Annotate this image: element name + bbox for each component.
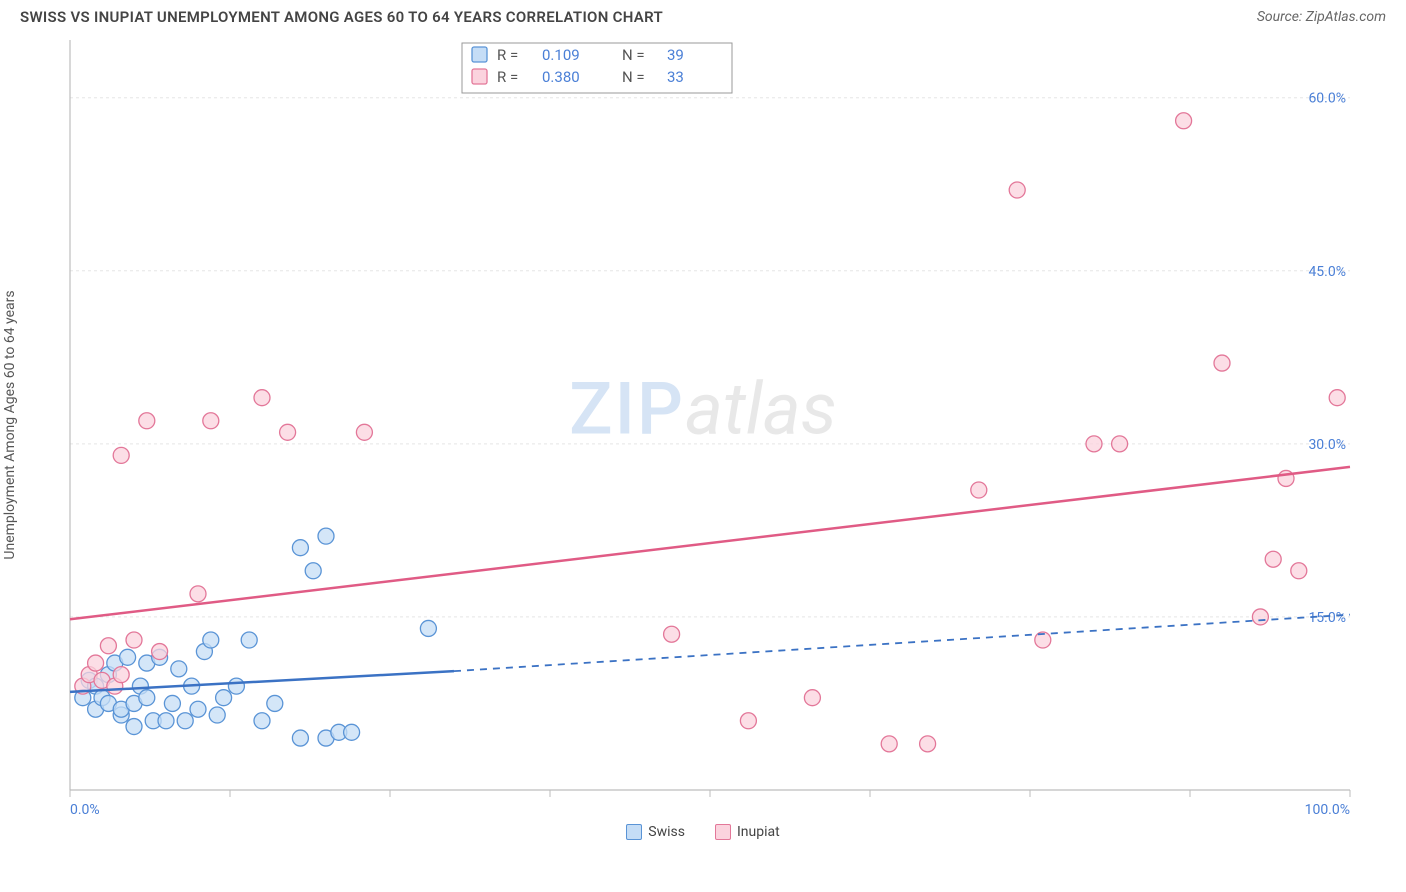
svg-text:30.0%: 30.0% <box>1308 437 1346 453</box>
legend-label-inupiat: Inupiat <box>737 824 780 840</box>
svg-text:100.0%: 100.0% <box>1305 802 1350 818</box>
bottom-legend: Swiss Inupiat <box>0 820 1406 840</box>
svg-text:0.380: 0.380 <box>542 68 580 86</box>
svg-text:R =: R = <box>497 68 518 86</box>
legend-item-inupiat: Inupiat <box>715 824 780 840</box>
svg-text:0.109: 0.109 <box>542 46 580 64</box>
svg-text:45.0%: 45.0% <box>1308 264 1346 280</box>
chart-container: Unemployment Among Ages 60 to 64 years Z… <box>20 30 1386 820</box>
svg-text:0.0%: 0.0% <box>70 802 100 818</box>
svg-text:33: 33 <box>667 68 684 86</box>
swatch-swiss <box>626 824 642 840</box>
svg-text:N =: N = <box>622 46 645 64</box>
svg-text:39: 39 <box>667 46 684 64</box>
y-axis-label: Unemployment Among Ages 60 to 64 years <box>2 290 18 559</box>
legend-item-swiss: Swiss <box>626 824 685 840</box>
chart-source: Source: ZipAtlas.com <box>1257 9 1386 25</box>
chart-title: SWISS VS INUPIAT UNEMPLOYMENT AMONG AGES… <box>20 8 663 26</box>
scatter-chart: 15.0% 30.0% 45.0% 60.0% 0.0% 100.0% R = 0.109 N … <box>20 30 1366 820</box>
svg-text:R =: R = <box>497 46 518 64</box>
swatch-inupiat <box>715 824 731 840</box>
svg-text:N =: N = <box>622 68 645 86</box>
legend-label-swiss: Swiss <box>648 824 685 840</box>
chart-header: SWISS VS INUPIAT UNEMPLOYMENT AMONG AGES… <box>0 0 1406 30</box>
svg-text:15.0%: 15.0% <box>1308 610 1346 626</box>
svg-text:60.0%: 60.0% <box>1308 91 1346 107</box>
